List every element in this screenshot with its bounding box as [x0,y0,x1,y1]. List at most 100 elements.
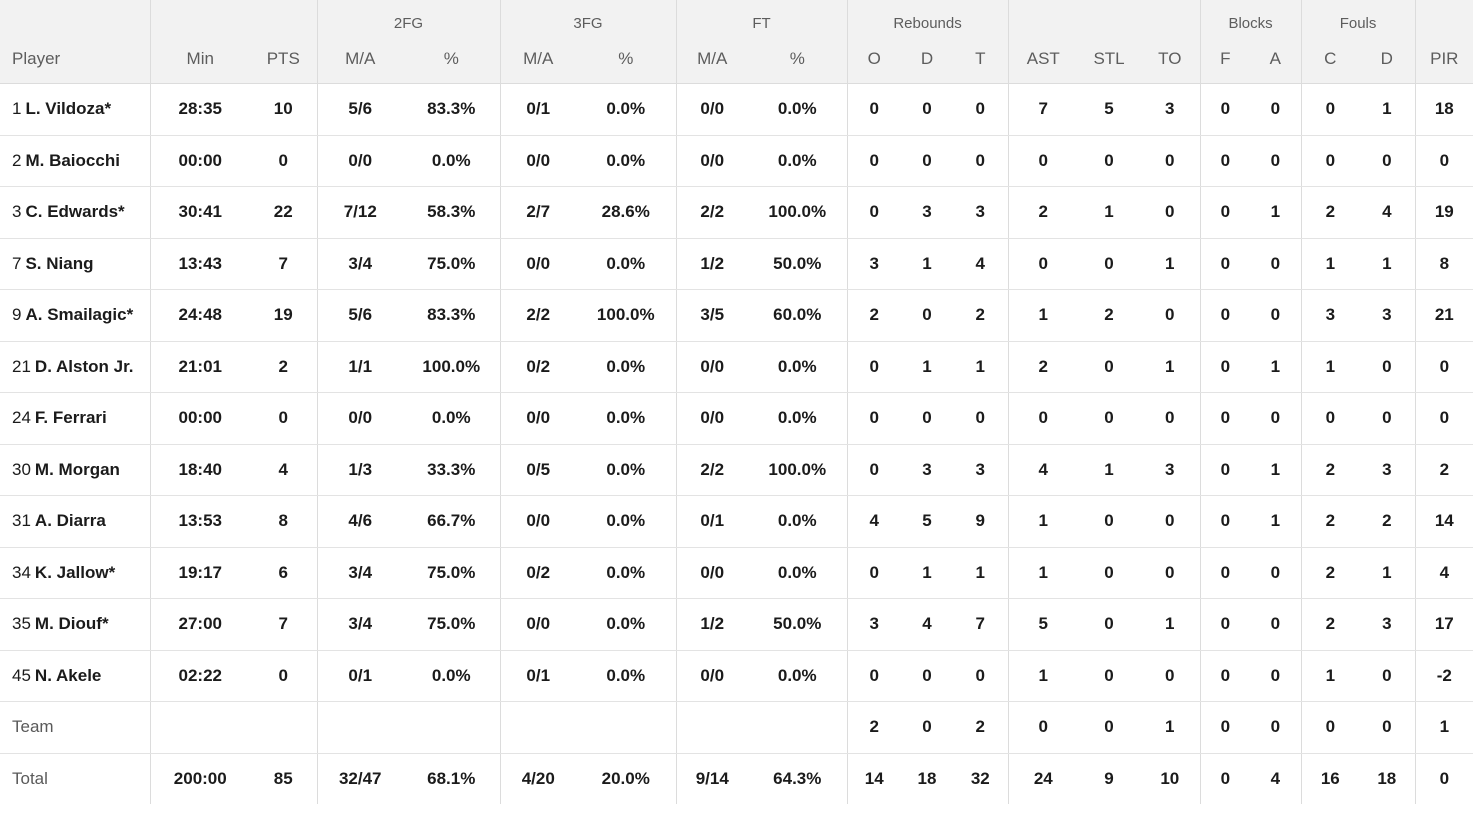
column-header-blk-a[interactable]: A [1250,34,1302,84]
column-header-reb-o[interactable]: O [847,34,902,84]
column-header-ft-pct[interactable]: % [748,34,848,84]
player-name[interactable]: N. Akele [34,665,102,685]
cell-reb-t: 3 [953,186,1009,239]
column-header-stl[interactable]: STL [1078,34,1141,84]
column-header-blk-f[interactable]: F [1200,34,1251,84]
team-row[interactable]: Team 2 0 2 0 0 1 0 0 0 0 1 [0,701,1473,754]
cell-player[interactable]: 31 A. Diarra [0,495,151,548]
cell-2fg-pct: 0.0% [403,135,501,187]
column-header-fouls-d[interactable]: D [1359,34,1416,84]
cell-fouls-c: 2 [1301,495,1360,548]
cell-ft-pct: 50.0% [748,598,848,651]
cell-to: 0 [1140,289,1201,342]
cell-2fg-pct: 0.0% [403,650,501,702]
column-header-3fg-pct[interactable]: % [576,34,677,84]
player-name[interactable]: M. Diouf* [34,614,109,634]
table-row[interactable]: 9 A. Smailagic* 24:48 19 5/6 83.3% 2/2 100.0% 3/… [0,289,1473,342]
cell-min: 13:53 [150,495,250,548]
cell-player[interactable]: 34 K. Jallow* [0,547,151,599]
table-row[interactable]: 21 D. Alston Jr. 21:01 2 1/1 100.0% 0/2 0.0% 0/0… [0,341,1473,393]
cell-ast: 1 [1008,547,1079,599]
table-row[interactable]: 34 K. Jallow* 19:17 6 3/4 75.0% 0/2 0.0% 0/0 0.0%… [0,547,1473,599]
cell-blk-f: 0 [1200,444,1251,496]
player-name[interactable]: M. Morgan [34,459,120,479]
header-group-empty [1008,0,1201,34]
player-name[interactable]: M. Baiocchi [25,150,120,170]
column-header-min[interactable]: Min [150,34,250,84]
cell-player[interactable]: 24 F. Ferrari [0,392,151,445]
player-name[interactable]: K. Jallow* [34,562,116,582]
cell-player[interactable]: 21 D. Alston Jr. [0,341,151,393]
column-header-ft-ma[interactable]: M/A [676,34,748,84]
cell-3fg-ma: 2/2 [500,289,576,342]
player-name[interactable]: S. Niang [25,253,94,273]
cell-reb-d: 3 [901,444,954,496]
column-header-reb-t[interactable]: T [953,34,1009,84]
table-row[interactable]: 3 C. Edwards* 30:41 22 7/12 58.3% 2/7 28.6% 2/2 1… [0,186,1473,239]
cell-2fg-pct: 66.7% [403,495,501,548]
cell-3fg-pct: 0.0% [576,135,677,187]
column-header-3fg-ma[interactable]: M/A [500,34,576,84]
cell-player[interactable]: 9 A. Smailagic* [0,289,151,342]
cell-3fg-ma: 0/1 [500,650,576,702]
header-group-ft: FT [676,0,848,34]
cell-fouls-c: 1 [1301,650,1360,702]
cell-stl: 9 [1104,768,1114,788]
table-row[interactable]: 24 F. Ferrari 00:00 0 0/0 0.0% 0/0 0.0% 0/0 0.0% 0… [0,392,1473,445]
cell-fouls-c: 0 [1301,135,1360,187]
cell-3fg-ma: 0/0 [500,495,576,548]
box-score-table: 2FG 3FG FT Rebounds Blocks Fouls Player … [0,0,1473,804]
cell-2fg-ma: 32/47 [338,768,382,788]
column-header-pir[interactable]: PIR [1415,34,1473,84]
cell-player[interactable]: 45 N. Akele [0,650,151,702]
column-header-2fg-ma[interactable]: M/A [317,34,403,84]
player-name[interactable]: C. Edwards* [25,202,125,222]
cell-reb-t: 4 [953,238,1009,290]
column-header-pts[interactable]: PTS [250,34,318,84]
player-name[interactable]: D. Alston Jr. [34,356,134,376]
column-header-ast[interactable]: AST [1008,34,1079,84]
player-name[interactable]: A. Diarra [34,511,106,531]
table-row[interactable]: 35 M. Diouf* 27:00 7 3/4 75.0% 0/0 0.0% 1/2 50.0%… [0,598,1473,651]
table-row[interactable]: 30 M. Morgan 18:40 4 1/3 33.3% 0/5 0.0% 2/2 100.0… [0,444,1473,496]
player-name[interactable]: A. Smailagic* [25,305,134,325]
cell-player[interactable]: 2 M. Baiocchi [0,135,151,187]
cell-to: 1 [1140,701,1201,754]
cell-ft-pct: 64.3% [748,753,848,804]
table-row[interactable]: 45 N. Akele 02:22 0 0/1 0.0% 0/1 0.0% 0/0 0.0% 0 0 0… [0,650,1473,702]
cell-player[interactable]: 3 C. Edwards* [0,186,151,239]
cell-player[interactable]: 30 M. Morgan [0,444,151,496]
cell-fouls-c: 2 [1301,547,1360,599]
cell-blk-a: 1 [1250,444,1302,496]
cell-stl: 0 [1078,392,1141,445]
cell-3fg-pct: 0.0% [576,341,677,393]
cell-player[interactable]: 7 S. Niang [0,238,151,290]
cell-reb-o: 14 [864,768,884,788]
cell-to: 0 [1140,495,1201,548]
cell-pts: 7 [250,598,318,651]
column-header-to[interactable]: TO [1140,34,1201,84]
cell-player[interactable]: 35 M. Diouf* [0,598,151,651]
table-row[interactable]: 31 A. Diarra 13:53 8 4/6 66.7% 0/0 0.0% 0/1 0.0% 4… [0,495,1473,548]
cell-to: 0 [1140,186,1201,239]
cell-2fg-ma: 3/4 [317,547,403,599]
player-name[interactable]: F. Ferrari [34,408,107,428]
cell-min: 200:00 [173,768,227,788]
cell-reb-t: 32 [953,753,1009,804]
cell-pts: 2 [250,341,318,393]
column-header-2fg-pct[interactable]: % [403,34,501,84]
table-row[interactable]: 7 S. Niang 13:43 7 3/4 75.0% 0/0 0.0% 1/2 50.0% 3 1… [0,238,1473,290]
cell-blk-f: 0 [1220,768,1231,788]
column-header-player[interactable]: Player [0,34,151,84]
table-row[interactable]: 1 L. Vildoza* 28:35 10 5/6 83.3% 0/1 0.0% 0/0 0.0… [0,83,1473,136]
cell-fouls-c: 3 [1301,289,1360,342]
cell-reb-o: 0 [847,83,902,136]
player-number: 1 [12,99,22,119]
player-name[interactable]: L. Vildoza* [25,99,112,119]
total-row[interactable]: Total 200:00 85 32/47 68.1% 4/20 20.0% 9/14 64.3… [0,753,1473,804]
column-header-reb-d[interactable]: D [901,34,954,84]
table-row[interactable]: 2 M. Baiocchi 00:00 0 0/0 0.0% 0/0 0.0% 0/0 0.0% 0… [0,135,1473,187]
cell-player[interactable]: 1 L. Vildoza* [0,83,151,136]
cell-stl: 0 [1078,547,1141,599]
column-header-fouls-c[interactable]: C [1301,34,1360,84]
